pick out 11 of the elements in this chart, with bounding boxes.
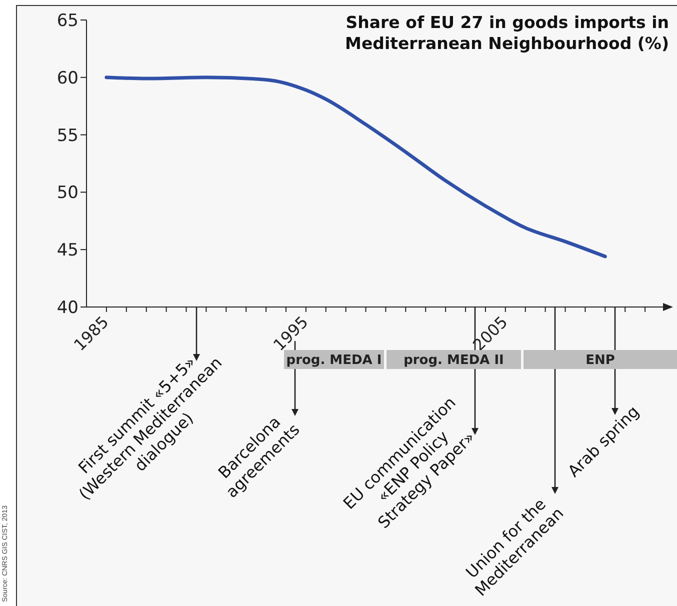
y-tick-label: 50 xyxy=(56,183,78,204)
line-series xyxy=(104,76,607,258)
y-tick-label: 45 xyxy=(56,240,78,261)
y-tick-label: 40 xyxy=(56,298,78,318)
text: prog. MEDA I xyxy=(286,353,382,368)
y-tick-label: 60 xyxy=(56,68,78,88)
y-tick-label: 55 xyxy=(56,126,78,146)
chart-title: Share of EU 27 in goods imports in Mediterranean Neighbourhood (%) xyxy=(344,12,669,54)
y-tick-label: 65 xyxy=(56,11,78,32)
text: prog. MEDA II xyxy=(404,353,504,368)
text: ENP xyxy=(586,353,615,368)
